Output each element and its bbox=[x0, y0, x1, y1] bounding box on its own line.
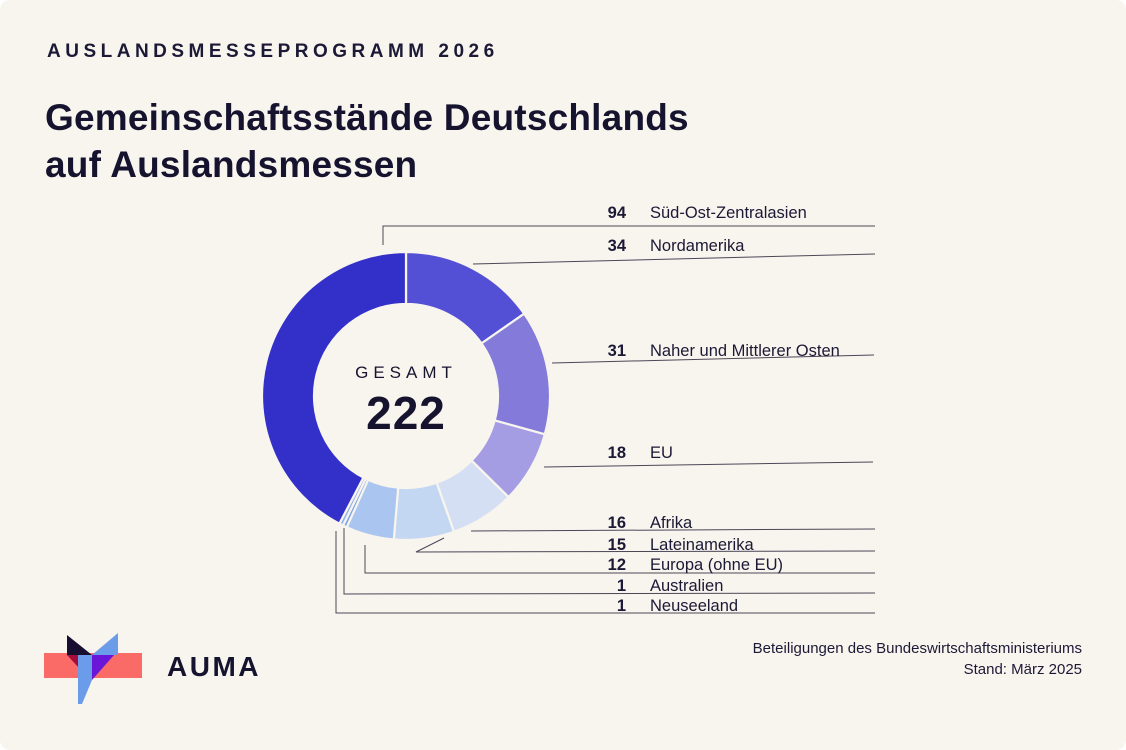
legend-row: 1 Australien bbox=[560, 577, 890, 596]
legend-row: 1 Neuseeland bbox=[560, 597, 890, 616]
legend-value: 16 bbox=[607, 514, 626, 532]
leader-line bbox=[364, 545, 875, 574]
legend-label: Europa (ohne EU) bbox=[650, 556, 783, 574]
donut-segment-s-d-ost-zentralasien bbox=[260, 250, 408, 526]
eyebrow-kicker: AUSLANDSMESSEPROGRAMM 2026 bbox=[47, 41, 499, 62]
legend-value: 31 bbox=[607, 342, 626, 360]
legend-value: 34 bbox=[607, 237, 626, 255]
center-caption: GESAMT bbox=[355, 363, 457, 382]
legend-value: 94 bbox=[607, 204, 626, 222]
legend-row: 15 Lateinamerika bbox=[560, 536, 890, 555]
source-line-2: Stand: März 2025 bbox=[963, 661, 1082, 678]
legend-label: Nordamerika bbox=[650, 237, 745, 255]
leader-line bbox=[472, 253, 876, 265]
source-line-1: Beteiligungen des Bundeswirtschaftsminis… bbox=[752, 640, 1082, 657]
legend-label: Australien bbox=[650, 577, 724, 595]
legend-value: 12 bbox=[607, 556, 626, 574]
legend-row: 31 Naher und Mittlerer Osten bbox=[560, 342, 890, 361]
legend-value: 1 bbox=[616, 577, 626, 595]
legend-label: Afrika bbox=[650, 514, 693, 532]
source-note: Beteiligungen des Bundeswirtschaftsminis… bbox=[753, 638, 1082, 680]
legend-row: 16 Afrika bbox=[560, 514, 890, 533]
leader-line bbox=[551, 354, 875, 364]
legend-label: EU bbox=[650, 444, 673, 462]
title-line-2: auf Auslandsmessen bbox=[45, 144, 418, 185]
legend-row: 12 Europa (ohne EU) bbox=[560, 556, 890, 575]
legend-row: 18 EU bbox=[560, 444, 890, 463]
legend-row: 94 Süd-Ost-Zentralasien bbox=[560, 204, 890, 223]
auma-logo-icon bbox=[44, 633, 142, 704]
leader-line bbox=[470, 528, 876, 532]
legend-value: 18 bbox=[607, 444, 626, 462]
legend-label: Naher und Mittlerer Osten bbox=[650, 342, 840, 360]
leader-line bbox=[343, 528, 876, 595]
legend-row: 34 Nordamerika bbox=[560, 237, 890, 256]
leader-line bbox=[415, 537, 876, 553]
leader-line bbox=[543, 461, 874, 468]
legend-label: Lateinamerika bbox=[650, 536, 754, 554]
leader-line bbox=[382, 225, 875, 245]
legend-value: 15 bbox=[607, 536, 626, 554]
legend-label: Neuseeland bbox=[650, 597, 739, 615]
title-line-1: Gemeinschaftsstände Deutschlands bbox=[45, 97, 689, 138]
legend-label: Süd-Ost-Zentralasien bbox=[650, 204, 807, 222]
auma-wordmark: AUMA bbox=[167, 651, 261, 682]
legend-value: 1 bbox=[616, 597, 626, 615]
page-title: Gemeinschaftsstände Deutschlands auf Aus… bbox=[45, 94, 689, 188]
donut-center-label: GESAMT 222 bbox=[306, 363, 506, 440]
center-total-value: 222 bbox=[366, 387, 446, 439]
leader-line bbox=[335, 531, 875, 614]
